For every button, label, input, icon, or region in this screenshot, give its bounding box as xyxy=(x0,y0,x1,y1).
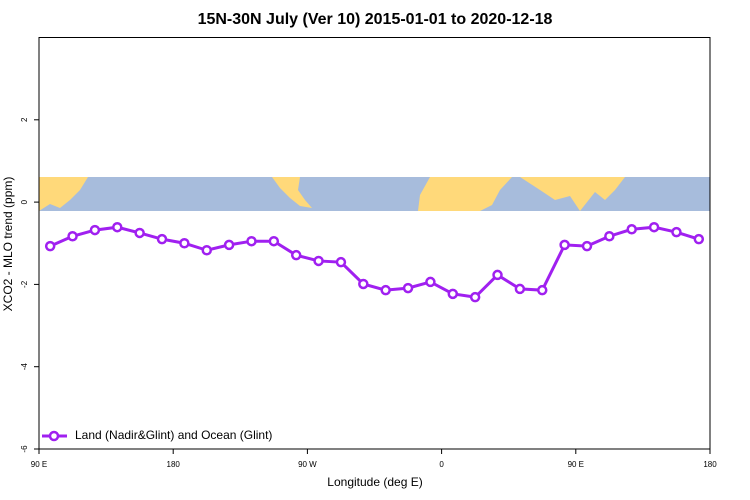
map-band xyxy=(39,177,710,211)
y-tick-label: -2 xyxy=(20,280,29,288)
point xyxy=(290,249,302,261)
x-tick-label: 90 E xyxy=(568,460,584,469)
y-axis-title: XCO2 - MLO trend (ppm) xyxy=(1,177,15,312)
series-line xyxy=(49,225,700,299)
point xyxy=(268,235,280,247)
point xyxy=(134,227,145,239)
land xyxy=(272,177,312,208)
point xyxy=(156,233,168,245)
x-axis-title: Longitude (deg E) xyxy=(327,475,422,489)
x-tick-label: 90 E xyxy=(31,460,47,469)
land xyxy=(418,177,512,211)
land xyxy=(39,177,88,211)
y-tick-label: -6 xyxy=(20,445,29,453)
point xyxy=(604,231,615,242)
point xyxy=(380,284,391,296)
x-tick-label: 180 xyxy=(703,460,717,469)
point xyxy=(447,288,459,300)
point xyxy=(693,233,705,245)
x-tick-label: 180 xyxy=(167,460,181,469)
x-tick-label: 90 W xyxy=(298,460,317,469)
point xyxy=(671,226,682,238)
point xyxy=(44,240,56,252)
x-tick-label: 0 xyxy=(439,460,444,469)
y-tick-label: 0 xyxy=(20,199,29,204)
point xyxy=(335,256,347,268)
point xyxy=(201,244,212,256)
point xyxy=(581,240,593,252)
legend-marker xyxy=(48,430,60,442)
point xyxy=(559,239,570,251)
point xyxy=(112,221,123,233)
point xyxy=(492,269,503,281)
point xyxy=(313,255,324,267)
point xyxy=(469,291,481,303)
plot-frame xyxy=(38,37,711,450)
point xyxy=(514,283,526,295)
point xyxy=(246,235,257,247)
point xyxy=(648,221,660,233)
point xyxy=(402,282,414,294)
land xyxy=(520,177,625,211)
point xyxy=(425,276,436,288)
point xyxy=(179,238,190,249)
point xyxy=(67,231,78,242)
point xyxy=(89,224,101,236)
point xyxy=(537,284,548,296)
point xyxy=(223,239,235,251)
y-tick-label: 2 xyxy=(20,117,29,122)
point xyxy=(626,224,637,235)
legend-label: Land (Nadir&Glint) and Ocean (Glint) xyxy=(75,428,272,442)
chart-title: 15N-30N July (Ver 10) 2015-01-01 to 2020… xyxy=(198,11,553,28)
y-tick-label: -4 xyxy=(20,363,29,371)
point xyxy=(358,278,369,290)
